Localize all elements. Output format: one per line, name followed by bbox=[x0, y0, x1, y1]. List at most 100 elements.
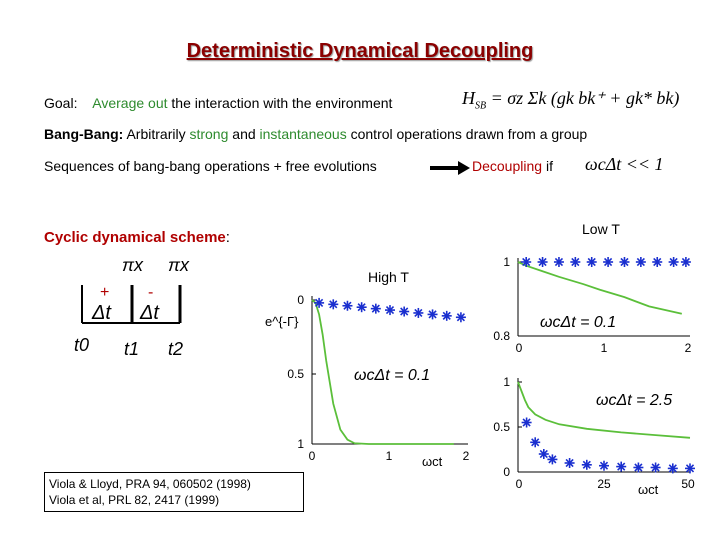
star-point-1-9 bbox=[668, 257, 679, 267]
goal-highlight: Average out bbox=[92, 95, 168, 111]
x-tick-label-2-2: 50 bbox=[681, 477, 695, 491]
star-point-0-4 bbox=[370, 303, 381, 314]
pi-label-1: πx bbox=[122, 255, 144, 275]
y-tick-label-2-0: 0 bbox=[503, 465, 510, 479]
star-point-0-8 bbox=[427, 309, 438, 320]
y-axis-label-0: e^{-Γ} bbox=[265, 314, 299, 329]
hamiltonian-lhs: H bbox=[462, 88, 475, 108]
chart-title-0: High T bbox=[368, 269, 409, 285]
star-point-2-0 bbox=[521, 417, 532, 428]
star-point-2-9 bbox=[650, 462, 661, 473]
decoupling-label: Decoupling bbox=[472, 158, 543, 174]
star-point-2-8 bbox=[633, 462, 644, 473]
y-tick-label-0-0: 0 bbox=[297, 293, 304, 307]
goal-label: Goal: bbox=[44, 95, 78, 111]
star-point-0-2 bbox=[342, 300, 353, 311]
pulse-scheme: πx πx + - Δt Δt t0 t1 t2 bbox=[74, 255, 190, 359]
x-tick-label-0-0: 0 bbox=[309, 449, 316, 463]
goal-rest: the interaction with the environment bbox=[171, 95, 393, 111]
star-point-2-11 bbox=[685, 463, 695, 474]
bangbang-text2: control operations drawn from a group bbox=[350, 126, 588, 142]
star-point-1-8 bbox=[652, 257, 663, 267]
cyclic-colon: : bbox=[225, 229, 230, 246]
bangbang-strong: strong bbox=[189, 126, 229, 142]
chart-annotation-0: ωcΔt = 0.1 bbox=[354, 367, 430, 384]
bangbang-text1: Arbitrarily bbox=[126, 126, 186, 142]
chart-annotation-1: ωcΔt = 0.1 bbox=[540, 314, 616, 331]
citation-1: Viola & Lloyd, PRA 94, 060502 (1998) bbox=[49, 477, 251, 491]
bangbang-instant: instantaneous bbox=[259, 126, 347, 142]
sequences-line: Sequences of bang-bang operations + free… bbox=[44, 158, 377, 174]
star-point-1-10 bbox=[680, 257, 691, 267]
star-point-0-10 bbox=[455, 312, 466, 323]
decoupling-line: Decoupling if bbox=[472, 158, 553, 174]
goal-line: Goal: Average out the interaction with t… bbox=[44, 95, 392, 111]
x-tick-label-1-0: 0 bbox=[516, 341, 523, 355]
x-tick-label-0-1: 1 bbox=[386, 449, 393, 463]
star-point-0-9 bbox=[441, 310, 452, 321]
star-point-0-6 bbox=[399, 306, 410, 317]
series-curve-1 bbox=[517, 261, 683, 315]
citation-2: Viola et al, PRL 82, 2417 (1999) bbox=[49, 493, 220, 507]
star-point-1-3 bbox=[570, 257, 581, 267]
y-tick-label-2-1: 0.5 bbox=[493, 420, 510, 434]
x-tick-label-1-1: 1 bbox=[601, 341, 608, 355]
star-point-0-3 bbox=[356, 302, 367, 313]
series-curve-0 bbox=[311, 299, 454, 445]
star-point-2-6 bbox=[599, 460, 609, 471]
hamiltonian-rhs: = σz Σk (gk bk⁺ + gk* bk) bbox=[490, 88, 680, 108]
hamiltonian-formula: HSB = σz Σk (gk bk⁺ + gk* bk) bbox=[462, 88, 679, 112]
y-tick-label-0-1: 0.5 bbox=[287, 367, 304, 381]
chart-title-1: Low T bbox=[582, 221, 620, 237]
hamiltonian-sub: SB bbox=[475, 100, 487, 112]
star-point-2-5 bbox=[581, 459, 592, 470]
cyclic-label: Cyclic dynamical scheme bbox=[44, 229, 226, 246]
star-point-1-6 bbox=[619, 257, 630, 267]
star-point-2-10 bbox=[667, 463, 678, 474]
x-axis-label-0: ωct bbox=[422, 454, 443, 469]
star-point-1-0 bbox=[521, 257, 532, 267]
star-point-0-1 bbox=[328, 299, 339, 310]
star-point-2-4 bbox=[564, 458, 575, 468]
x-tick-label-2-0: 0 bbox=[516, 477, 523, 491]
minus-sign: - bbox=[148, 284, 153, 301]
series-curve-2 bbox=[517, 381, 691, 439]
decoupling-condition: ωcΔt << 1 bbox=[585, 154, 664, 174]
x-axis-label-2: ωct bbox=[638, 482, 659, 497]
star-point-1-4 bbox=[586, 257, 597, 267]
pi-label-2: πx bbox=[168, 255, 190, 275]
x-tick-label-2-1: 25 bbox=[597, 477, 611, 491]
chart-annotation-2: ωcΔt = 2.5 bbox=[596, 392, 672, 409]
star-point-2-2 bbox=[538, 449, 549, 459]
star-point-0-0 bbox=[314, 297, 325, 308]
x-tick-label-0-2: 2 bbox=[463, 449, 470, 463]
citation-box: Viola & Lloyd, PRA 94, 060502 (1998) Vio… bbox=[44, 472, 304, 512]
star-point-1-5 bbox=[603, 257, 614, 267]
dt-label-2: Δt bbox=[139, 302, 160, 324]
x-tick-label-1-2: 2 bbox=[685, 341, 692, 355]
y-tick-label-1-1: 1 bbox=[503, 255, 510, 269]
t0-label: t0 bbox=[74, 335, 89, 355]
y-tick-label-0-2: 1 bbox=[297, 437, 304, 451]
bangbang-line: Bang-Bang: Arbitrarily strong and instan… bbox=[44, 126, 587, 142]
slide-title: Deterministic Dynamical Decoupling bbox=[186, 40, 534, 62]
star-point-2-1 bbox=[530, 437, 541, 448]
star-point-2-3 bbox=[547, 454, 558, 465]
decoupling-if: if bbox=[545, 158, 553, 174]
y-tick-label-2-2: 1 bbox=[503, 375, 510, 389]
bangbang-label: Bang-Bang: bbox=[44, 126, 124, 142]
star-point-1-2 bbox=[553, 257, 564, 267]
dt-label-1: Δt bbox=[91, 302, 112, 324]
star-point-0-5 bbox=[385, 305, 395, 316]
star-point-0-7 bbox=[413, 307, 424, 318]
star-point-1-7 bbox=[635, 257, 646, 267]
t1-label: t1 bbox=[124, 339, 139, 359]
star-point-2-7 bbox=[616, 461, 627, 472]
star-point-1-1 bbox=[537, 257, 548, 267]
plus-sign: + bbox=[100, 284, 109, 301]
y-tick-label-1-0: 0.8 bbox=[493, 329, 510, 343]
arrow-icon bbox=[430, 161, 470, 175]
bangbang-and: and bbox=[232, 126, 256, 142]
t2-label: t2 bbox=[168, 339, 183, 359]
